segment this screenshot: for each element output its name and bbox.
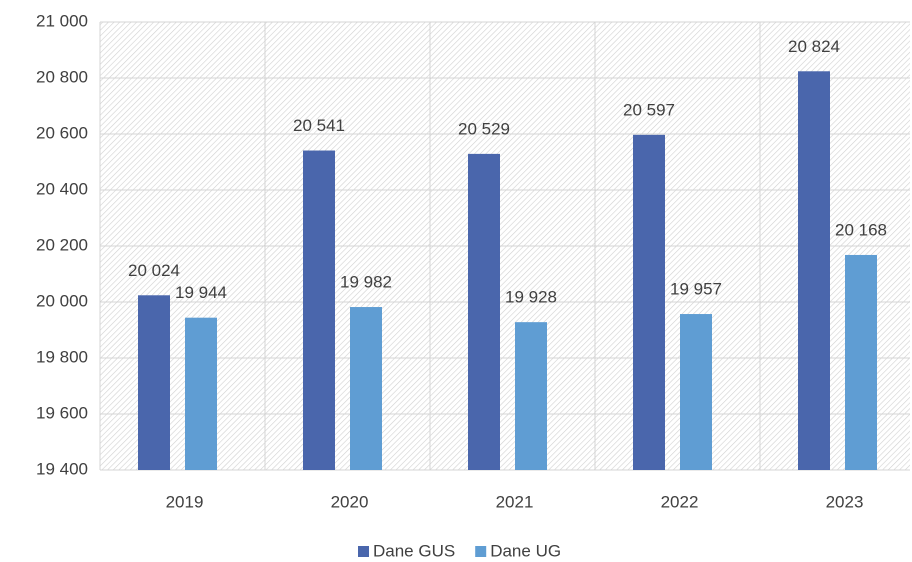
y-tick-label: 21 000 — [36, 11, 88, 30]
bar — [303, 150, 335, 470]
y-tick-label: 19 800 — [36, 347, 88, 366]
bar — [515, 322, 547, 470]
legend-swatch — [358, 546, 369, 557]
x-tick-label: 2023 — [826, 492, 864, 511]
y-tick-label: 20 600 — [36, 123, 88, 142]
y-tick-label: 19 600 — [36, 403, 88, 422]
bar — [633, 134, 665, 470]
bar — [798, 71, 830, 470]
x-tick-label: 2019 — [166, 492, 204, 511]
value-label: 20 597 — [623, 100, 675, 119]
value-label: 19 928 — [505, 288, 557, 307]
x-tick-label: 2020 — [331, 492, 369, 511]
value-label: 19 982 — [340, 273, 392, 292]
legend-label: Dane GUS — [373, 541, 455, 560]
value-label: 20 824 — [788, 37, 840, 56]
value-label: 20 024 — [128, 261, 180, 280]
bar — [468, 153, 500, 470]
value-label: 19 944 — [175, 283, 227, 302]
y-tick-label: 20 200 — [36, 235, 88, 254]
legend-label: Dane UG — [490, 541, 561, 560]
bar — [185, 317, 217, 470]
x-tick-label: 2021 — [496, 492, 534, 511]
bar — [845, 254, 877, 470]
bar — [138, 295, 170, 470]
value-label: 19 957 — [670, 280, 722, 299]
y-tick-label: 20 400 — [36, 179, 88, 198]
value-label: 20 541 — [293, 116, 345, 135]
x-tick-label: 2022 — [661, 492, 699, 511]
y-tick-label: 20 000 — [36, 291, 88, 310]
legend-swatch — [475, 546, 487, 557]
bar — [680, 314, 712, 470]
value-label: 20 168 — [835, 220, 887, 239]
y-tick-label: 19 400 — [36, 459, 88, 478]
bar — [350, 307, 382, 470]
value-label: 20 529 — [458, 119, 510, 138]
y-tick-label: 20 800 — [36, 67, 88, 86]
